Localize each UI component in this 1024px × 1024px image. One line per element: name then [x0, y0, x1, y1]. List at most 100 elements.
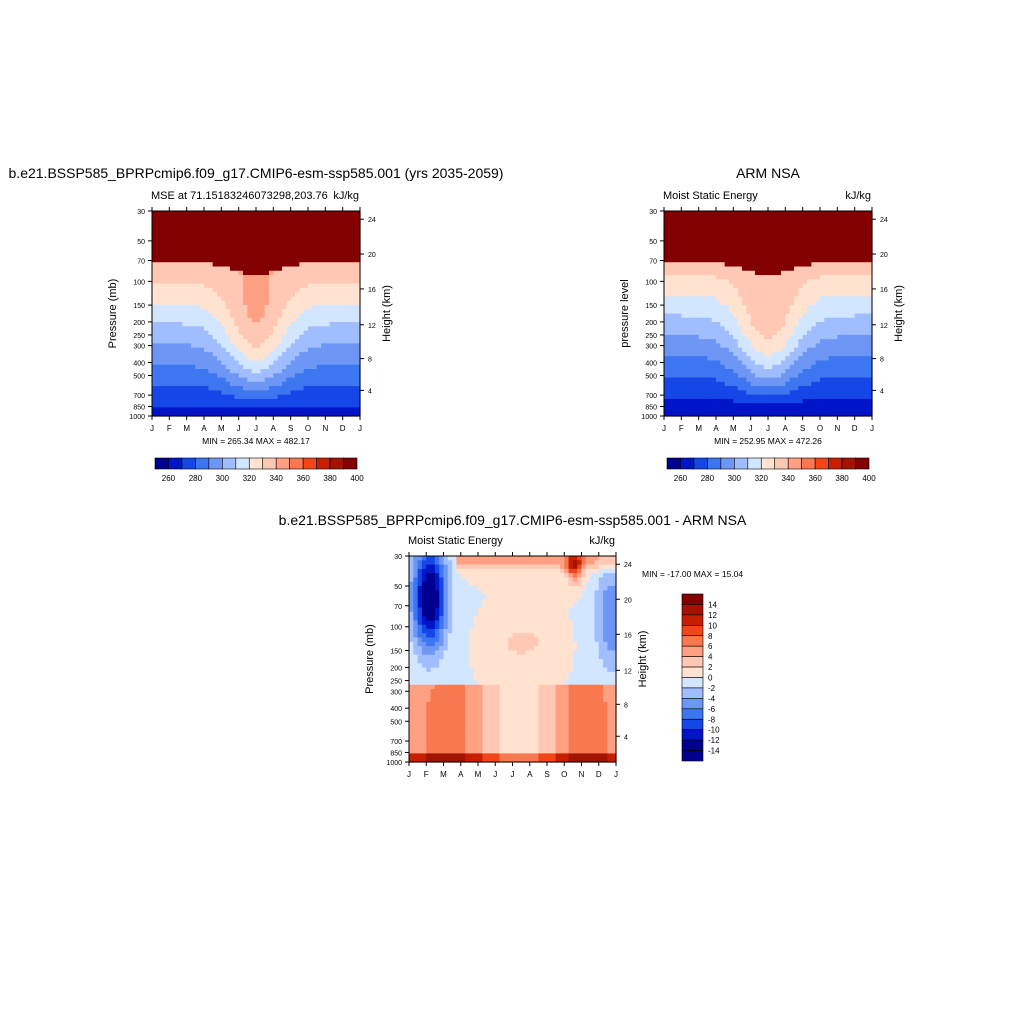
contour-cell — [225, 270, 231, 276]
contour-cell — [668, 373, 674, 379]
contour-cell — [711, 249, 717, 255]
contour-cell — [763, 270, 769, 276]
contour-cell — [221, 364, 227, 370]
contour-cell — [295, 334, 300, 340]
contour-cell — [859, 292, 864, 298]
contour-cell — [854, 309, 860, 315]
x-tick-label: J — [254, 424, 258, 433]
contour-cell — [295, 253, 300, 259]
contour-cell — [759, 287, 765, 293]
contour-cell — [807, 334, 812, 340]
contour-cell — [338, 266, 344, 272]
contour-cell — [221, 360, 227, 366]
contour-cell — [264, 262, 270, 268]
contour-cell — [811, 347, 817, 353]
contour-cell — [750, 279, 756, 285]
contour-cell — [568, 560, 574, 566]
contour-cell — [716, 236, 721, 242]
contour-cell — [781, 236, 786, 242]
contour-cell — [338, 249, 344, 255]
contour-cell — [807, 360, 812, 366]
contour-cell — [351, 240, 357, 246]
contour-cell — [251, 304, 257, 310]
contour-cell — [867, 339, 873, 344]
contour-cell — [303, 228, 309, 233]
contour-cell — [789, 309, 795, 315]
contour-cell — [212, 249, 218, 255]
contour-cell — [260, 356, 266, 362]
contour-cell — [273, 304, 279, 310]
contour-cell — [273, 266, 279, 272]
contour-cell — [182, 369, 188, 374]
contour-cell — [156, 287, 162, 293]
contour-cell — [811, 219, 817, 225]
contour-cell — [746, 330, 752, 336]
contour-cell — [668, 411, 674, 417]
contour-cell — [837, 411, 843, 417]
contour-cell — [828, 240, 834, 246]
contour-cell — [260, 232, 266, 238]
contour-cell — [776, 270, 782, 276]
contour-cell — [342, 262, 348, 268]
contour-cell — [837, 219, 843, 225]
contour-cell — [690, 330, 695, 336]
contour-cell — [677, 262, 682, 268]
contour-cell — [208, 309, 214, 315]
contour-cell — [316, 262, 322, 268]
contour-cell — [759, 326, 765, 332]
contour-cell — [776, 253, 782, 259]
contour-cell — [152, 377, 157, 383]
contour-cell — [156, 313, 162, 319]
contour-cell — [247, 398, 253, 404]
contour-cell — [681, 339, 687, 344]
contour-cell — [824, 219, 830, 225]
contour-cell — [828, 390, 834, 396]
contour-cell — [191, 330, 196, 336]
contour-cell — [742, 292, 747, 298]
contour-cell — [720, 317, 726, 323]
contour-cell — [204, 262, 209, 268]
contour-cell — [867, 219, 873, 225]
contour-cell — [837, 334, 843, 340]
contour-cell — [807, 386, 812, 391]
contour-cell — [251, 270, 257, 276]
contour-cell — [694, 283, 700, 289]
contour-cell — [785, 279, 791, 285]
contour-cell — [264, 356, 270, 362]
contour-cell — [277, 223, 283, 229]
contour-cell — [169, 300, 175, 306]
contour-cell — [664, 219, 669, 225]
contour-cell — [681, 309, 687, 315]
contour-cell — [802, 275, 808, 280]
contour-cell — [234, 219, 240, 225]
contour-cell — [316, 317, 322, 323]
contour-cell — [785, 407, 791, 413]
contour-cell — [846, 343, 851, 349]
contour-cell — [178, 407, 183, 413]
contour-cell — [772, 304, 778, 310]
contour-cell — [342, 351, 348, 357]
contour-cell — [690, 219, 695, 225]
contour-cell — [277, 351, 283, 357]
contour-cell — [841, 283, 847, 289]
contour-cell — [230, 245, 235, 251]
contour-cell — [820, 300, 825, 306]
contour-cell — [841, 257, 847, 263]
contour-cell — [824, 377, 830, 383]
contour-cell — [811, 257, 817, 263]
contour-cell — [204, 394, 209, 400]
contour-cell — [290, 240, 296, 246]
contour-cell — [221, 249, 227, 255]
contour-cell — [768, 262, 773, 268]
contour-cell — [342, 313, 348, 319]
contour-cell — [755, 253, 760, 259]
contour-cell — [724, 262, 730, 268]
contour-cell — [707, 351, 713, 357]
contour-cell — [677, 390, 682, 396]
contour-cell — [681, 304, 687, 310]
contour-cell — [781, 330, 786, 336]
contour-cell — [329, 253, 335, 259]
contour-cell — [273, 326, 279, 332]
contour-cell — [221, 313, 227, 319]
contour-cell — [841, 343, 847, 349]
